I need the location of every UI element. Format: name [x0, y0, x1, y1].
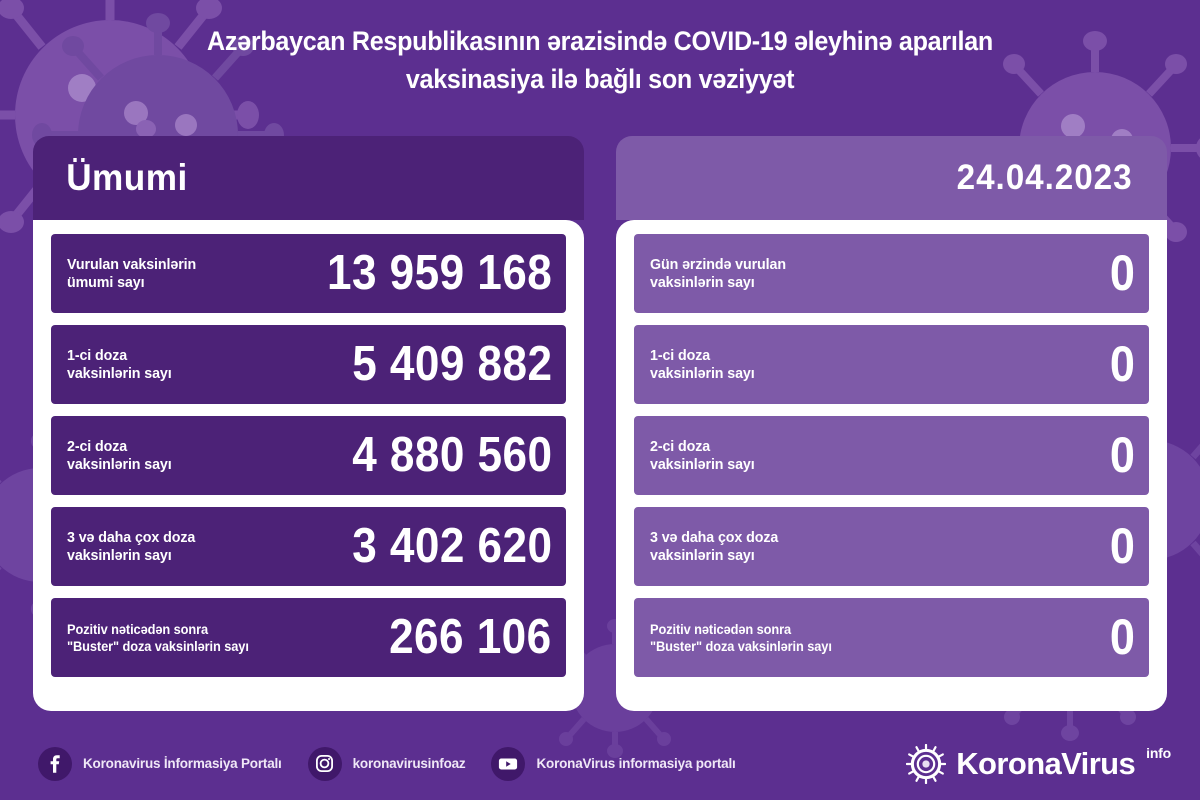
row-label-line-2: vaksinlərin sayı: [67, 364, 172, 382]
panels-container: Ümumi Vurulan vaksinlərin ümumi sayı 13 …: [0, 136, 1200, 711]
total-panel: Ümumi Vurulan vaksinlərin ümumi sayı 13 …: [33, 136, 584, 711]
row-label-line-2: vaksinlərin sayı: [650, 273, 755, 291]
table-row: 1-ci doza vaksinlərin sayı 0: [634, 325, 1149, 404]
daily-panel-date-label: 24.04.2023: [956, 158, 1133, 197]
row-label: Pozitiv nəticədən sonra "Buster" doza va…: [67, 621, 249, 655]
table-row: 1-ci doza vaksinlərin sayı 5 409 882: [51, 325, 566, 404]
page-title: Azərbaycan Respublikasının ərazisində CO…: [60, 22, 1140, 98]
row-label-line-2: "Buster" doza vaksinlərin sayı: [67, 638, 249, 654]
title-line-2: vaksinasiya ilə bağlı son vəziyyət: [405, 64, 795, 94]
social-label-facebook: Koronavirus İnformasiya Portalı: [83, 756, 282, 771]
row-label-line-1: Pozitiv nəticədən sonra: [67, 621, 209, 637]
row-label-line-2: vaksinlərin sayı: [67, 546, 172, 564]
row-value: 266 106: [389, 610, 552, 664]
row-value: 0: [1109, 427, 1135, 483]
row-label-line-1: 2-ci doza: [650, 437, 711, 455]
row-value: 0: [1109, 245, 1135, 301]
row-label: 3 və daha çox doza vaksinlərin sayı: [650, 529, 778, 565]
brand-suffix: info: [1146, 744, 1171, 761]
table-row: 2-ci doza vaksinlərin sayı 4 880 560: [51, 416, 566, 495]
total-panel-tab-label: Ümumi: [66, 157, 188, 198]
row-label-line-1: 3 və daha çox doza: [650, 528, 779, 546]
instagram-icon[interactable]: [307, 746, 342, 781]
row-value: 13 959 168: [326, 246, 552, 300]
row-label-line-2: "Buster" doza vaksinlərin sayı: [650, 638, 832, 654]
row-value: 0: [1109, 609, 1135, 665]
social-link-facebook[interactable]: Koronavirus İnformasiya Portalı: [38, 746, 282, 781]
row-label: Gün ərzində vurulan vaksinlərin sayı: [650, 256, 786, 292]
row-value: 0: [1109, 336, 1135, 392]
virus-logo-icon: [906, 743, 947, 784]
row-value: 4 880 560: [351, 428, 552, 482]
table-row: 3 və daha çox doza vaksinlərin sayı 3 40…: [51, 507, 566, 586]
table-row: Vurulan vaksinlərin ümumi sayı 13 959 16…: [51, 234, 566, 313]
row-label: Vurulan vaksinlərin ümumi sayı: [67, 256, 196, 292]
row-label-line-1: Gün ərzində vurulan: [650, 255, 786, 273]
title-line-1: Azərbaycan Respublikasının ərazisində CO…: [207, 26, 993, 56]
youtube-icon[interactable]: [491, 746, 526, 781]
row-label-line-2: vaksinlərin sayı: [650, 455, 755, 473]
table-row: Pozitiv nəticədən sonra "Buster" doza va…: [634, 598, 1149, 677]
daily-panel-tab: 24.04.2023: [616, 136, 1167, 220]
row-value: 5 409 882: [351, 337, 552, 391]
total-panel-body: Vurulan vaksinlərin ümumi sayı 13 959 16…: [33, 220, 584, 711]
footer-bar: Koronavirus İnformasiya Portalı koronavi…: [0, 727, 1200, 800]
row-label: 2-ci doza vaksinlərin sayı: [650, 438, 755, 474]
brand-name: KoronaVirus: [956, 745, 1136, 781]
brand-logo[interactable]: KoronaVirus info: [906, 743, 1171, 784]
row-label: 3 və daha çox doza vaksinlərin sayı: [67, 529, 195, 565]
table-row: Gün ərzində vurulan vaksinlərin sayı 0: [634, 234, 1149, 313]
daily-panel-body: Gün ərzində vurulan vaksinlərin sayı 0 1…: [616, 220, 1167, 711]
social-link-instagram[interactable]: koronavirusinfoaz: [307, 746, 466, 781]
table-row: Pozitiv nəticədən sonra "Buster" doza va…: [51, 598, 566, 677]
row-label: Pozitiv nəticədən sonra "Buster" doza va…: [650, 621, 832, 655]
social-link-youtube[interactable]: KoronaVirus informasiya portalı: [491, 746, 736, 781]
row-value: 0: [1109, 518, 1135, 574]
row-label-line-1: 3 və daha çox doza: [67, 528, 196, 546]
social-links: Koronavirus İnformasiya Portalı koronavi…: [38, 746, 906, 781]
row-label-line-2: vaksinlərin sayı: [650, 546, 755, 564]
facebook-icon[interactable]: [38, 746, 72, 781]
row-label-line-1: Pozitiv nəticədən sonra: [650, 621, 792, 637]
row-label-line-2: vaksinlərin sayı: [67, 455, 172, 473]
row-label: 1-ci doza vaksinlərin sayı: [650, 347, 755, 383]
row-label-line-2: vaksinlərin sayı: [650, 364, 755, 382]
row-label-line-2: ümumi sayı: [67, 273, 145, 291]
daily-panel: 24.04.2023 Gün ərzində vurulan vaksinlər…: [616, 136, 1167, 711]
table-row: 2-ci doza vaksinlərin sayı 0: [634, 416, 1149, 495]
row-label: 2-ci doza vaksinlərin sayı: [67, 438, 172, 474]
social-label-youtube: KoronaVirus informasiya portalı: [536, 756, 736, 771]
social-label-instagram: koronavirusinfoaz: [352, 756, 466, 771]
row-label-line-1: 1-ci doza: [650, 346, 711, 364]
total-panel-tab: Ümumi: [33, 136, 584, 220]
row-value: 3 402 620: [351, 519, 552, 573]
row-label-line-1: Vurulan vaksinlərin: [67, 255, 197, 273]
row-label: 1-ci doza vaksinlərin sayı: [67, 347, 172, 383]
row-label-line-1: 2-ci doza: [67, 437, 128, 455]
row-label-line-1: 1-ci doza: [67, 346, 128, 364]
table-row: 3 və daha çox doza vaksinlərin sayı 0: [634, 507, 1149, 586]
